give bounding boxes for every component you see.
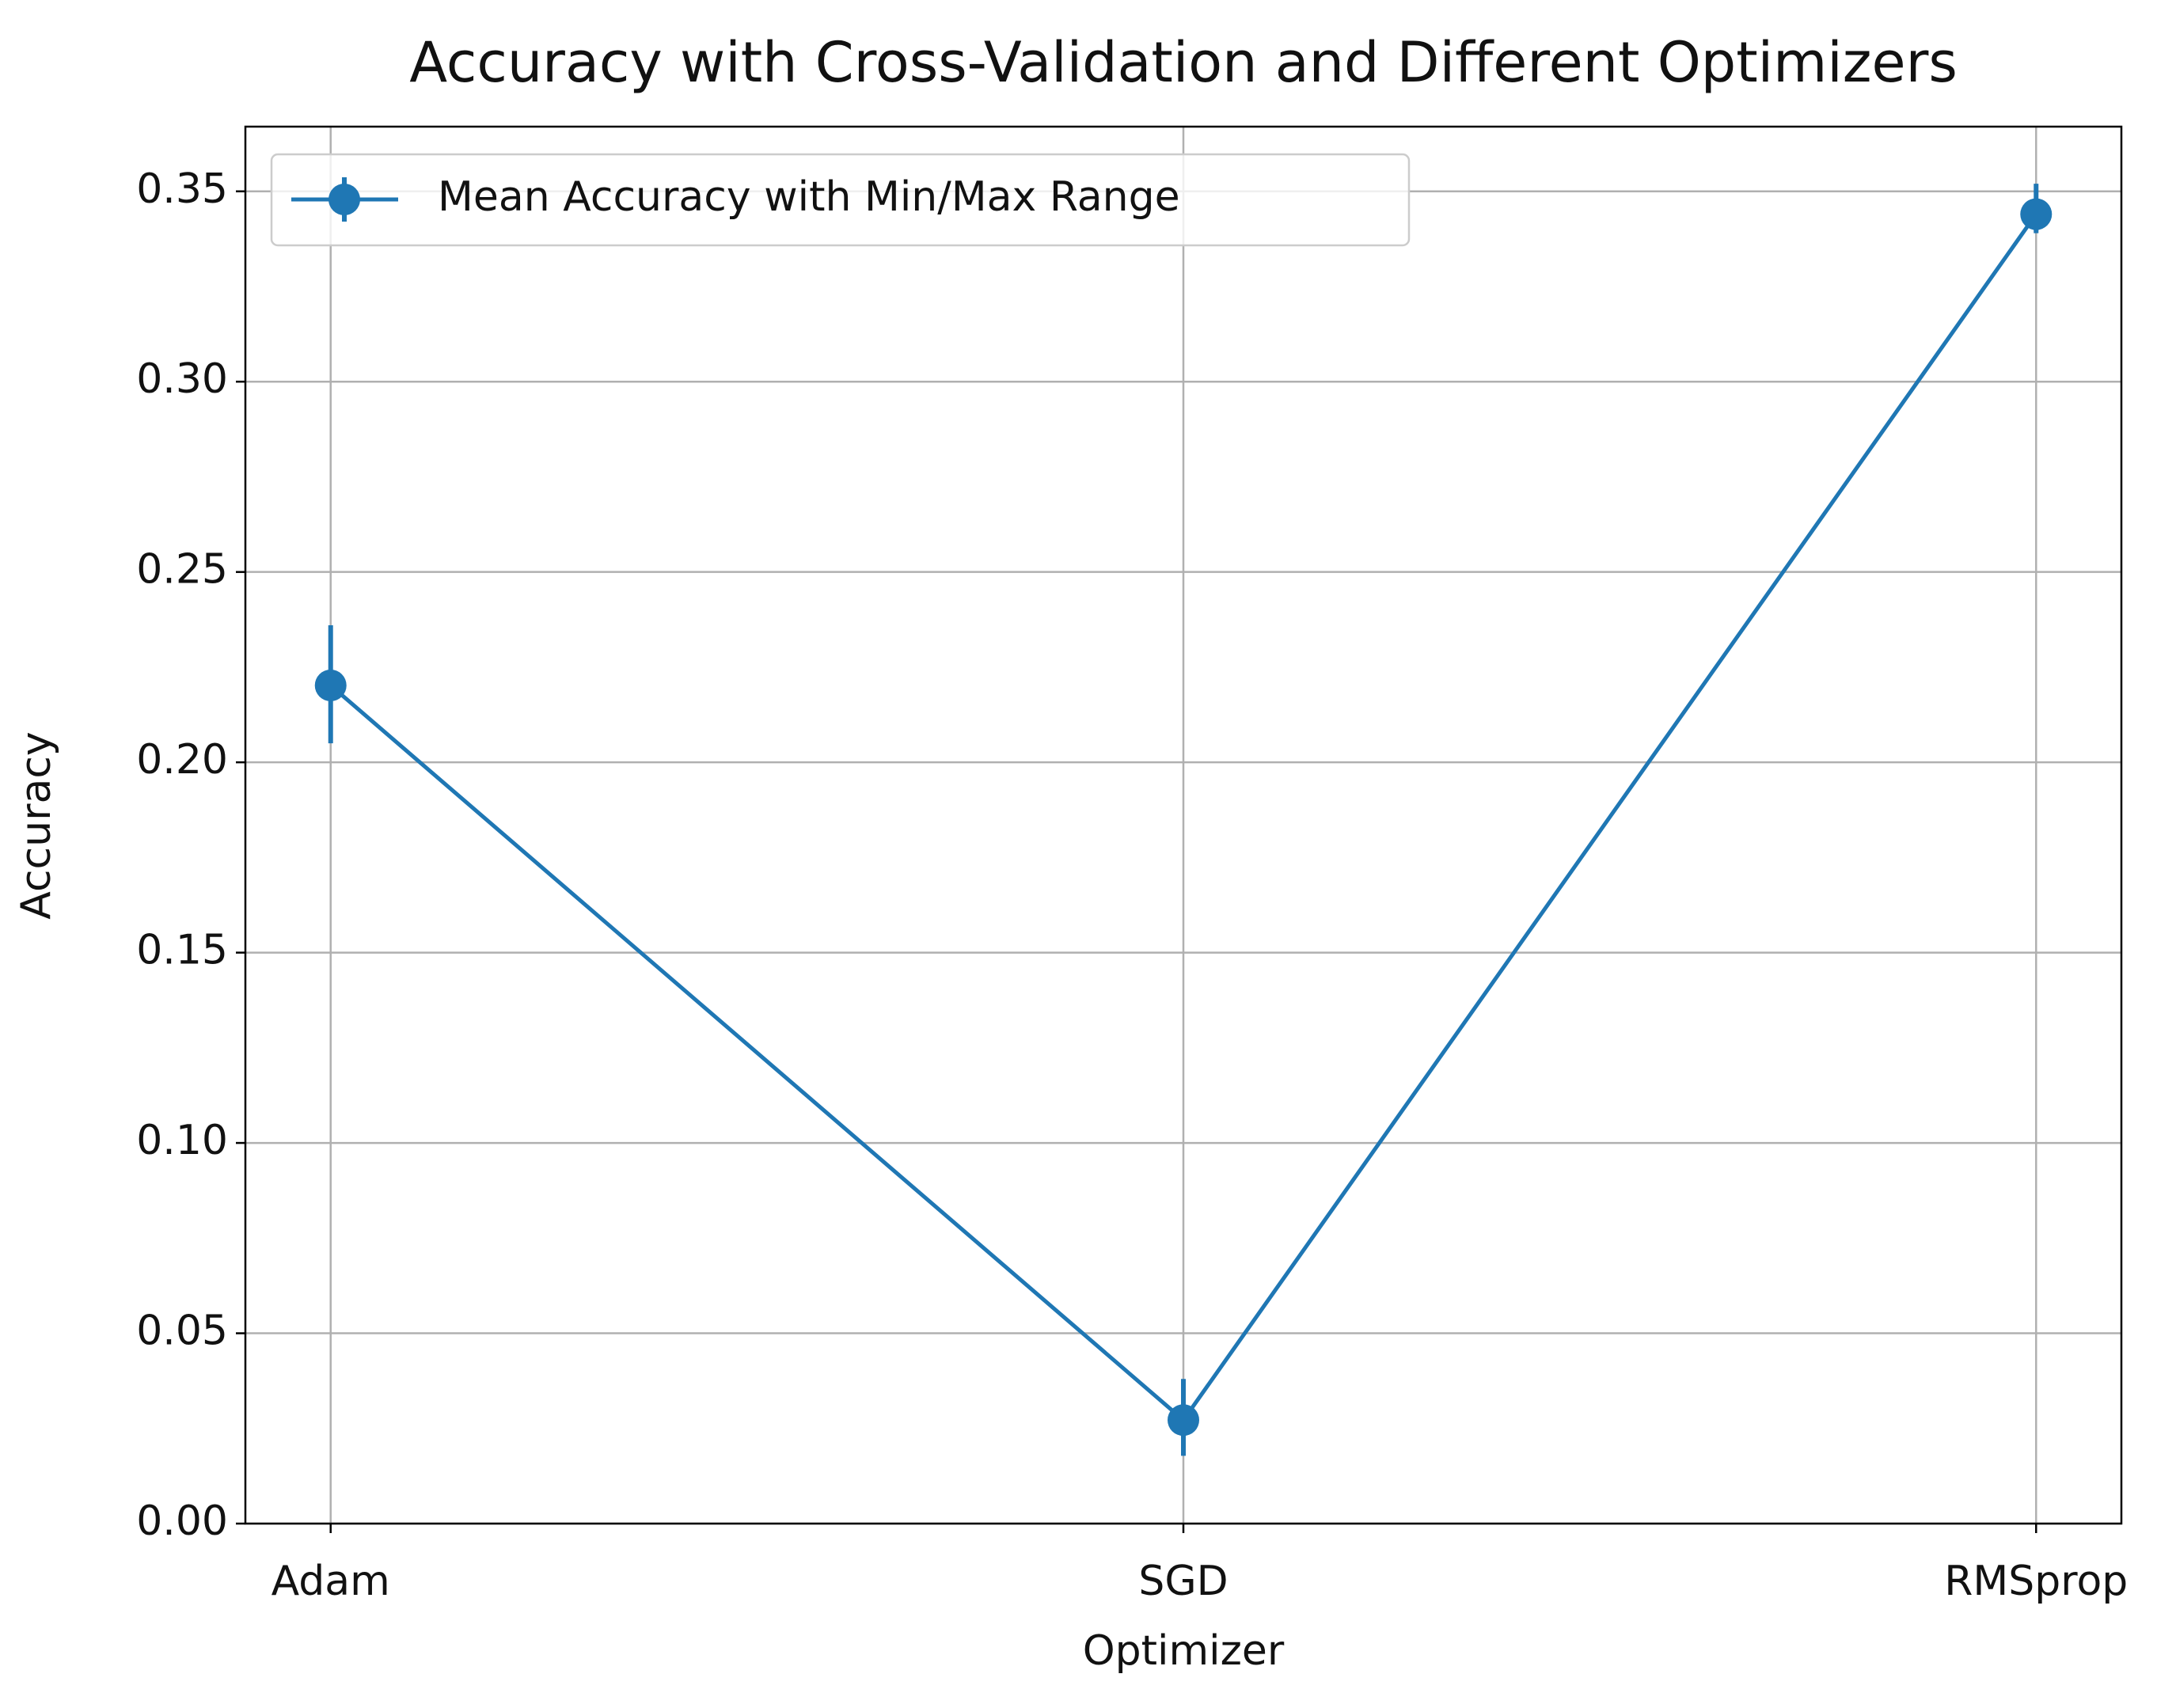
y-tick-label: 0.35 — [136, 165, 228, 213]
y-tick-label: 0.30 — [136, 355, 228, 403]
y-tick-label: 0.15 — [136, 927, 228, 974]
x-tick-label: Adam — [272, 1558, 390, 1605]
x-tick-label: RMSprop — [1944, 1558, 2128, 1605]
y-tick-label: 0.20 — [136, 736, 228, 784]
y-tick-label: 0.25 — [136, 546, 228, 594]
legend-box — [270, 153, 1411, 247]
point — [314, 670, 347, 701]
y-tick-label: 0.10 — [136, 1117, 228, 1164]
y-axis-label: Accuracy — [13, 731, 60, 919]
point — [1168, 1404, 1199, 1437]
legend-marker — [328, 184, 360, 215]
point — [2020, 198, 2053, 230]
x-axis-label: Optimizer — [1083, 1627, 1285, 1675]
chart-title: Accuracy with Cross-Validation and Diffe… — [409, 30, 1958, 95]
y-tick-label: 0.00 — [136, 1497, 228, 1545]
x-tick-label: SGD — [1138, 1558, 1228, 1605]
legend-label: Mean Accuracy with Min/Max Range — [438, 173, 1180, 221]
plot-frame — [244, 125, 2123, 1525]
y-tick-label: 0.05 — [136, 1308, 228, 1355]
